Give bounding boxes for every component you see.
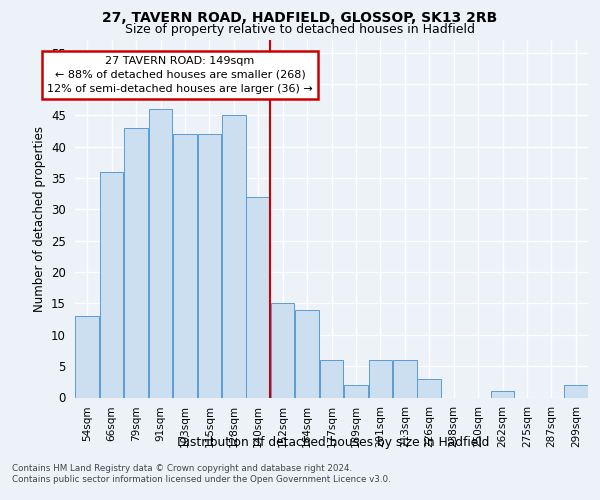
Bar xyxy=(344,385,368,398)
Y-axis label: Number of detached properties: Number of detached properties xyxy=(32,126,46,312)
Bar xyxy=(247,197,270,398)
Bar xyxy=(173,134,197,398)
Bar xyxy=(418,378,441,398)
Text: 27 TAVERN ROAD: 149sqm
← 88% of detached houses are smaller (268)
12% of semi-de: 27 TAVERN ROAD: 149sqm ← 88% of detached… xyxy=(47,56,313,94)
Bar xyxy=(491,391,514,398)
Bar xyxy=(564,385,587,398)
Bar xyxy=(393,360,416,398)
Bar xyxy=(271,304,295,398)
Bar xyxy=(320,360,343,398)
Text: Distribution of detached houses by size in Hadfield: Distribution of detached houses by size … xyxy=(177,436,489,449)
Text: Contains public sector information licensed under the Open Government Licence v3: Contains public sector information licen… xyxy=(12,475,391,484)
Bar xyxy=(100,172,124,398)
Bar xyxy=(197,134,221,398)
Text: Size of property relative to detached houses in Hadfield: Size of property relative to detached ho… xyxy=(125,22,475,36)
Bar xyxy=(295,310,319,398)
Bar xyxy=(149,109,172,398)
Bar xyxy=(368,360,392,398)
Text: Contains HM Land Registry data © Crown copyright and database right 2024.: Contains HM Land Registry data © Crown c… xyxy=(12,464,352,473)
Bar xyxy=(76,316,99,398)
Text: 27, TAVERN ROAD, HADFIELD, GLOSSOP, SK13 2RB: 27, TAVERN ROAD, HADFIELD, GLOSSOP, SK13… xyxy=(103,11,497,25)
Bar xyxy=(124,128,148,398)
Bar xyxy=(222,116,245,398)
